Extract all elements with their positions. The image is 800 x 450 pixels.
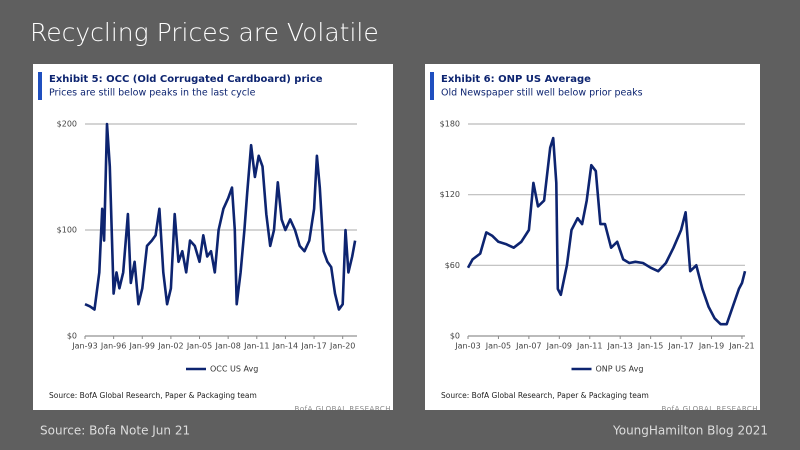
x-tick-label: Jan-17 — [300, 342, 326, 351]
title-accent — [38, 72, 42, 100]
x-tick-label: Jan-14 — [272, 342, 298, 351]
x-tick-label: Jan-11 — [576, 342, 602, 351]
x-tick-label: Jan-20 — [329, 342, 355, 351]
source-note: Source: BofA Global Research, Paper & Pa… — [49, 391, 257, 400]
y-tick-label: $100 — [57, 226, 77, 235]
legend-label: OCC US Avg — [210, 365, 258, 374]
x-tick-label: Jan-05 — [186, 342, 212, 351]
x-tick-label: Jan-15 — [637, 342, 663, 351]
source-note: Source: BofA Global Research, Paper & Pa… — [441, 391, 649, 400]
chart-panel: Exhibit 6: ONP US Average Old Newspaper s… — [425, 64, 760, 413]
x-tick-label: Jan-09 — [546, 342, 572, 351]
x-tick-label: Jan-02 — [157, 342, 183, 351]
y-tick-label: $0 — [67, 332, 77, 341]
chart-panel: Exhibit 5: OCC (Old Corrugated Cardboard… — [33, 64, 393, 413]
y-tick-label: $60 — [445, 261, 460, 270]
watermark: BofA GLOBAL RESEARCH — [295, 405, 391, 413]
x-tick-label: Jan-11 — [243, 342, 269, 351]
panel-background — [33, 64, 393, 410]
panel-content: Exhibit 6: ONP US Average Old Newspaper s… — [425, 64, 760, 413]
legend-label: ONP US Avg — [596, 365, 644, 374]
y-tick-label: $120 — [440, 190, 460, 199]
x-tick-label: Jan-19 — [698, 342, 724, 351]
title-accent — [430, 72, 434, 100]
x-tick-label: Jan-21 — [728, 342, 754, 351]
x-tick-label: Jan-17 — [667, 342, 693, 351]
x-tick-label: Jan-99 — [129, 342, 155, 351]
chart-title: Exhibit 5: OCC (Old Corrugated Cardboard… — [49, 74, 323, 85]
chart-subtitle: Prices are still below peaks in the last… — [49, 88, 256, 99]
watermark: BofA GLOBAL RESEARCH — [662, 405, 758, 413]
x-tick-label: Jan-08 — [214, 342, 240, 351]
panel-content: Exhibit 5: OCC (Old Corrugated Cardboard… — [33, 64, 393, 413]
x-tick-label: Jan-07 — [515, 342, 541, 351]
footer-credit: YoungHamilton Blog 2021 — [612, 424, 768, 438]
series-line — [466, 136, 747, 326]
x-tick-label: Jan-96 — [100, 342, 126, 351]
y-tick-label: $0 — [450, 332, 460, 341]
x-tick-label: Jan-93 — [71, 342, 97, 351]
panel-background — [425, 64, 760, 410]
footer-source: Source: Bofa Note Jun 21 — [40, 424, 190, 438]
y-tick-label: $180 — [440, 120, 460, 129]
x-tick-label: Jan-05 — [485, 342, 511, 351]
slide-title: Recycling Prices are Volatile — [30, 18, 379, 47]
y-tick-label: $200 — [57, 120, 77, 129]
x-tick-label: Jan-03 — [454, 342, 480, 351]
chart-title: Exhibit 6: ONP US Average — [441, 74, 591, 85]
series-line — [84, 122, 357, 311]
x-tick-label: Jan-13 — [606, 342, 632, 351]
chart-subtitle: Old Newspaper still well below prior pea… — [441, 88, 643, 99]
